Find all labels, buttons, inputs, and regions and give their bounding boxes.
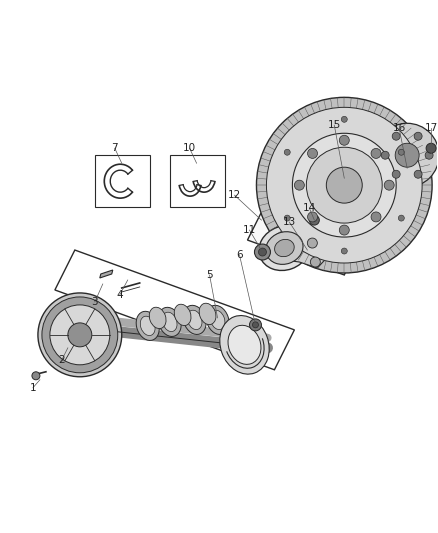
Ellipse shape <box>199 303 216 325</box>
Circle shape <box>257 98 432 273</box>
Ellipse shape <box>183 305 206 334</box>
Circle shape <box>341 116 347 122</box>
Circle shape <box>425 151 433 159</box>
Text: 2: 2 <box>59 355 65 365</box>
Circle shape <box>42 297 118 373</box>
Circle shape <box>395 143 419 167</box>
Text: 1: 1 <box>30 383 36 393</box>
Circle shape <box>306 147 382 223</box>
Text: 11: 11 <box>243 225 256 235</box>
Ellipse shape <box>206 305 229 334</box>
Ellipse shape <box>266 232 303 264</box>
Text: 6: 6 <box>236 250 243 260</box>
Circle shape <box>50 305 110 365</box>
Text: 13: 13 <box>283 217 296 227</box>
Text: 10: 10 <box>183 143 196 154</box>
Circle shape <box>258 248 266 256</box>
Polygon shape <box>275 238 329 268</box>
Circle shape <box>294 180 304 190</box>
Circle shape <box>384 180 394 190</box>
Ellipse shape <box>149 307 166 328</box>
Circle shape <box>38 293 122 377</box>
Circle shape <box>371 212 381 222</box>
Circle shape <box>266 107 422 263</box>
Circle shape <box>284 215 290 221</box>
Ellipse shape <box>259 225 310 270</box>
Text: 17: 17 <box>424 123 438 133</box>
Text: 7: 7 <box>111 143 118 154</box>
Ellipse shape <box>158 308 181 336</box>
Circle shape <box>392 170 400 178</box>
Circle shape <box>371 148 381 158</box>
Circle shape <box>307 238 318 248</box>
Circle shape <box>32 372 40 380</box>
Circle shape <box>293 133 396 237</box>
Text: 16: 16 <box>392 123 406 133</box>
Circle shape <box>254 244 270 260</box>
Bar <box>95 155 150 207</box>
Circle shape <box>392 132 400 140</box>
Circle shape <box>250 319 261 331</box>
Text: 12: 12 <box>228 190 241 200</box>
Circle shape <box>414 132 422 140</box>
Text: 5: 5 <box>206 270 213 280</box>
Circle shape <box>326 167 362 203</box>
Circle shape <box>398 215 404 221</box>
Circle shape <box>414 170 422 178</box>
Circle shape <box>307 148 318 158</box>
Circle shape <box>398 149 404 155</box>
Circle shape <box>311 257 320 267</box>
Ellipse shape <box>187 310 202 329</box>
Circle shape <box>284 149 290 155</box>
Ellipse shape <box>136 311 159 341</box>
Polygon shape <box>247 200 362 275</box>
Ellipse shape <box>140 316 155 336</box>
Circle shape <box>426 143 436 153</box>
Circle shape <box>309 215 319 225</box>
Circle shape <box>381 151 389 159</box>
Circle shape <box>307 212 318 222</box>
Circle shape <box>341 248 347 254</box>
Ellipse shape <box>228 325 261 365</box>
Ellipse shape <box>275 239 294 257</box>
Circle shape <box>252 322 258 328</box>
Ellipse shape <box>210 310 225 329</box>
Circle shape <box>375 123 438 187</box>
Polygon shape <box>100 270 113 278</box>
Circle shape <box>68 323 92 347</box>
Text: 14: 14 <box>303 203 316 213</box>
Text: 15: 15 <box>328 120 341 130</box>
Ellipse shape <box>220 316 269 374</box>
Ellipse shape <box>174 304 191 326</box>
Bar <box>170 155 225 207</box>
Text: 4: 4 <box>117 290 123 300</box>
Ellipse shape <box>162 312 177 332</box>
Circle shape <box>339 135 349 146</box>
Circle shape <box>339 225 349 235</box>
Text: 3: 3 <box>92 297 98 307</box>
